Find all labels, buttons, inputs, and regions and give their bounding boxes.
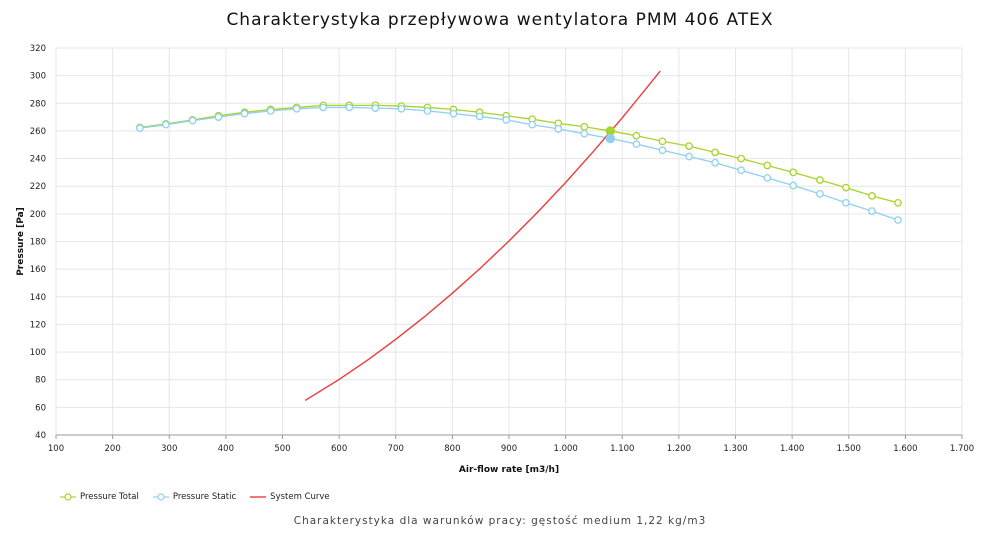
chart-title: Charakterystyka przepływowa wentylatora … [226, 10, 774, 30]
x-tick-label: 1.600 [893, 444, 917, 454]
data-point-pressure-static [737, 166, 746, 175]
chart-subtitle: Charakterystyka dla warunków pracy: gęst… [293, 515, 707, 527]
data-point-pressure-static [711, 158, 719, 167]
x-tick-label: 100 [48, 444, 64, 454]
data-point-pressure-static [502, 116, 511, 124]
data-point-pressure-total [763, 161, 772, 170]
series-line-system-curve [304, 70, 661, 402]
axis-layer: 100 200 300 400 500 600 700 800 900 1.000 1.100 1.2… [30, 44, 974, 454]
y-tick-label: 320 [30, 44, 46, 54]
data-point-pressure-total [685, 142, 693, 150]
y-tick-label: 300 [30, 72, 46, 82]
x-tick-label: 1.000 [553, 444, 577, 454]
legend-item-system-curve[interactable]: System Curve [250, 492, 330, 502]
data-point-pressure-static [475, 112, 484, 121]
x-tick-label: 200 [105, 444, 121, 454]
x-tick-label: 800 [444, 444, 460, 454]
data-point-pressure-static [240, 109, 249, 118]
data-point-pressure-static [868, 207, 876, 215]
x-tick-label: 600 [331, 444, 347, 454]
data-point-pressure-static [423, 107, 432, 115]
marker-layer [135, 101, 902, 224]
data-point-pressure-total [868, 192, 876, 200]
x-tick-label: 300 [161, 444, 177, 454]
legend-label-pressure-total: Pressure Total [80, 492, 139, 502]
data-point-pressure-total [580, 122, 589, 131]
y-tick-label: 280 [30, 99, 46, 109]
data-point-pressure-static [319, 103, 328, 112]
y-tick-label: 240 [30, 155, 46, 165]
series-line-pressure-static [139, 106, 899, 221]
data-point-pressure-static [292, 104, 301, 113]
data-point-pressure-static [135, 124, 144, 133]
data-point-pressure-static [371, 104, 380, 112]
y-tick-label: 100 [30, 348, 46, 358]
data-point-pressure-static [685, 152, 693, 161]
legend-pressure-static-symbol-icon [152, 493, 169, 501]
y-tick-label: 140 [30, 293, 46, 303]
data-point-pressure-static [816, 189, 824, 198]
x-tick-label: 1.100 [610, 444, 634, 454]
data-point-pressure-static [214, 113, 223, 121]
data-point-pressure-static [658, 146, 667, 155]
data-point-pressure-static [580, 129, 589, 138]
legend-pressure-total-symbol-icon [60, 493, 76, 501]
data-point-pressure-static [554, 125, 563, 133]
data-point-pressure-total [816, 176, 824, 184]
data-point-pressure-static [266, 107, 275, 115]
data-point-pressure-static [528, 120, 537, 129]
x-tick-label: 400 [218, 444, 234, 454]
x-tick-label: 700 [388, 444, 404, 454]
x-tick-label: 900 [501, 444, 517, 454]
y-tick-label: 260 [30, 127, 46, 137]
data-point-pressure-static [789, 181, 798, 190]
data-point-pressure-static [632, 140, 641, 148]
y-tick-label: 200 [30, 210, 46, 220]
x-tick-label: 1.400 [780, 444, 804, 454]
y-tick-label: 220 [30, 182, 46, 192]
data-point-pressure-total [737, 154, 746, 163]
data-point-pressure-total [658, 137, 667, 146]
x-axis-label: Air-flow rate [m3/h] [459, 465, 559, 475]
y-axis-label: Pressure [Pa] [16, 207, 26, 276]
data-point-pressure-static [763, 174, 772, 182]
y-tick-label: 40 [35, 431, 46, 441]
data-point-pressure-static [449, 109, 458, 118]
data-point-pressure-static [345, 103, 354, 112]
legend: Pressure Total Pressure Static System Cu… [60, 489, 330, 505]
data-point-pressure-total [894, 198, 902, 207]
x-tick-label: 1.200 [667, 444, 691, 454]
data-point-pressure-static [397, 104, 406, 113]
y-tick-label: 180 [30, 238, 46, 248]
y-tick-label: 60 [35, 403, 46, 413]
y-tick-label: 160 [30, 265, 46, 275]
legend-system-curve-symbol-icon [250, 496, 267, 498]
legend-item-pressure-total[interactable]: Pressure Total [60, 492, 139, 502]
data-point-pressure-total [789, 168, 798, 177]
x-tick-label: 1.300 [723, 444, 747, 454]
data-point-pressure-total [842, 183, 850, 192]
data-point-pressure-static [188, 116, 197, 125]
data-point-pressure-static [162, 120, 170, 129]
operating-point-static-marker [605, 133, 616, 144]
x-tick-label: 1.500 [837, 444, 861, 454]
data-point-pressure-static [842, 198, 850, 207]
y-tick-label: 80 [35, 376, 46, 386]
data-point-pressure-total [711, 148, 719, 157]
legend-item-pressure-static[interactable]: Pressure Static [152, 492, 237, 502]
grid-layer [55, 47, 963, 436]
series-layer [139, 70, 899, 402]
legend-label-system-curve: System Curve [270, 492, 330, 502]
x-tick-label: 500 [274, 444, 290, 454]
data-point-pressure-total [632, 131, 641, 140]
x-tick-label: 1.700 [950, 444, 974, 454]
data-point-pressure-static [894, 216, 902, 224]
series-line-pressure-total [139, 104, 899, 204]
legend-label-pressure-static: Pressure Static [172, 492, 237, 502]
y-tick-label: 120 [30, 320, 46, 330]
